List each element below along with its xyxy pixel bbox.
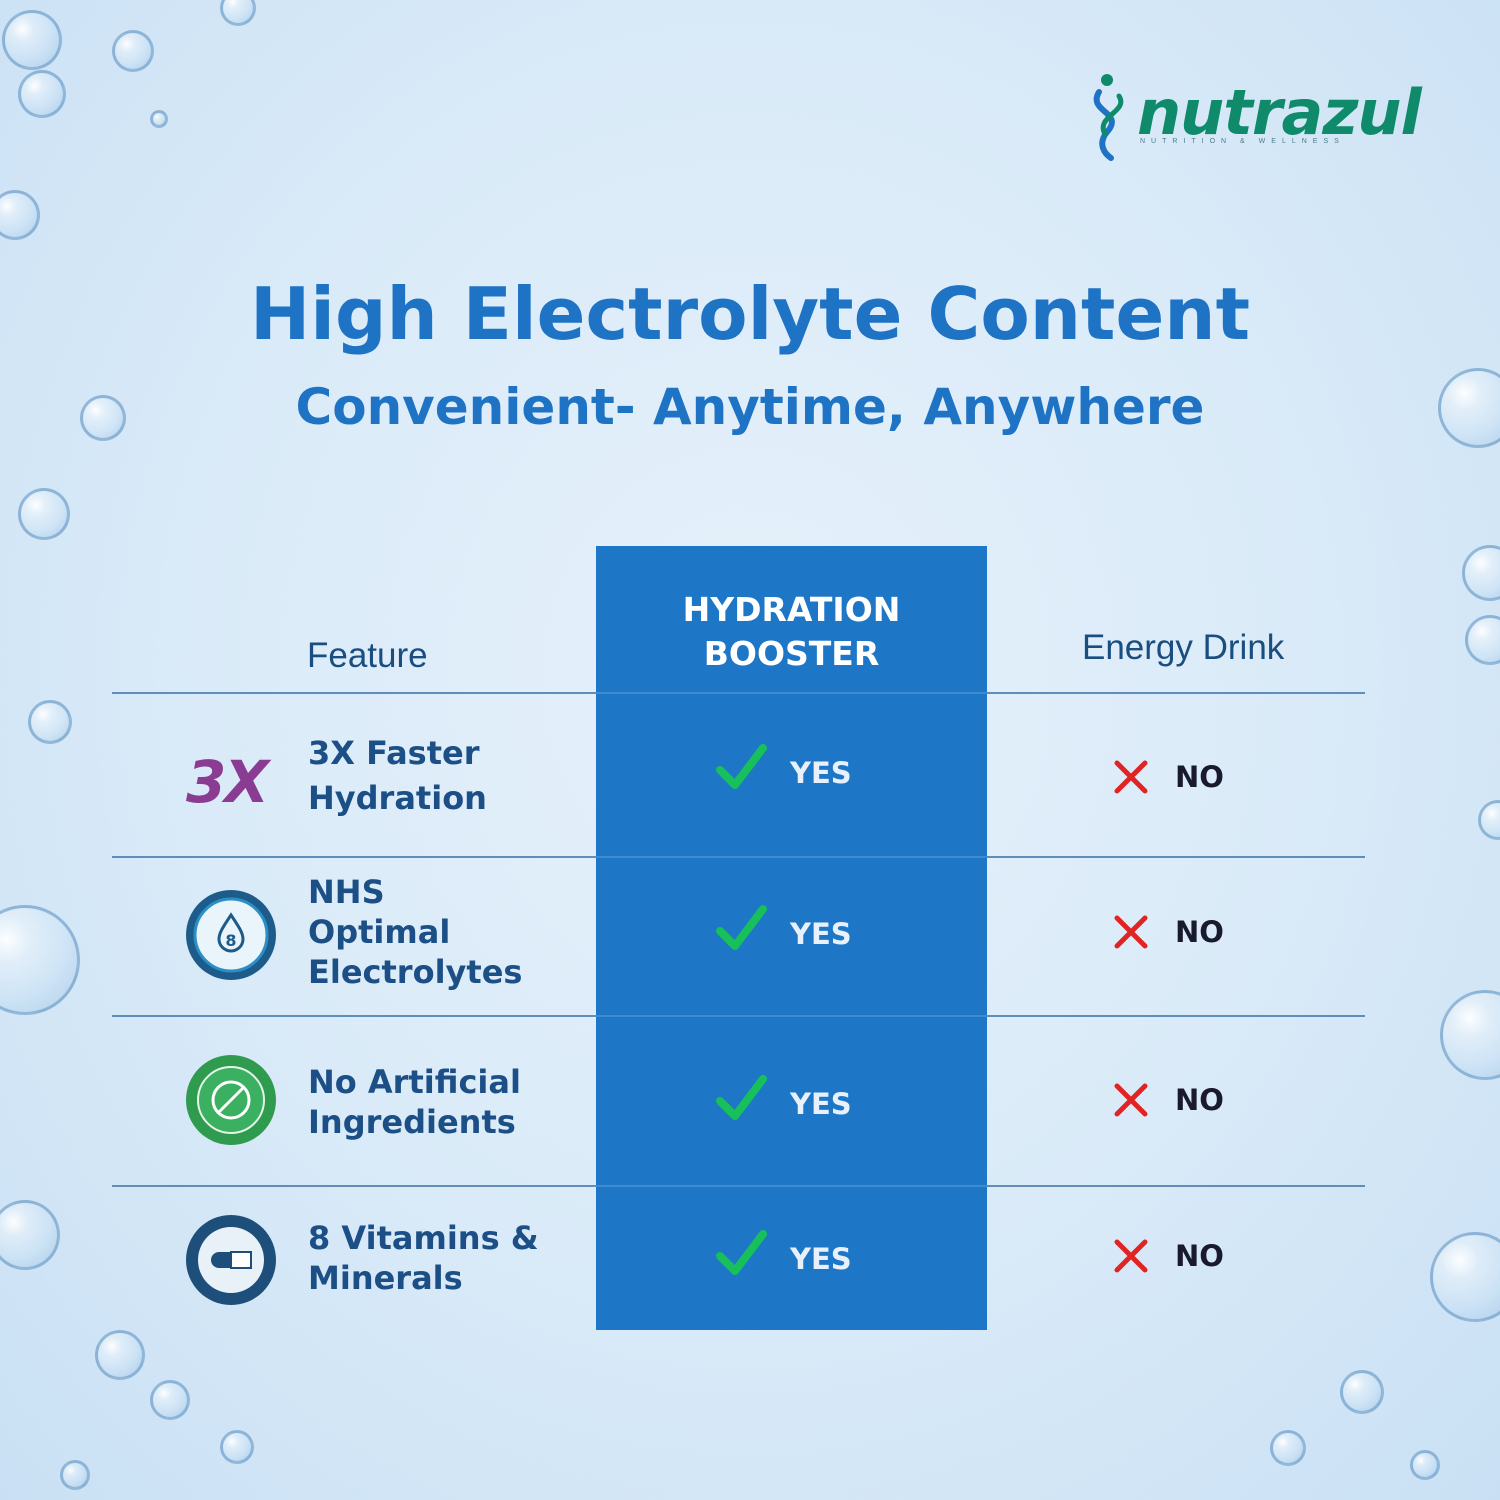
cross-icon [1114,915,1148,949]
no-cell: NO [1112,1237,1252,1287]
bubble [18,488,70,540]
hydration-booster-column [596,546,987,1330]
no-cell: NO [1112,1081,1252,1131]
yes-label: YES [790,917,852,951]
row-divider [112,692,1365,694]
no-label: NO [1175,760,1224,794]
page-subtitle: Convenient- Anytime, Anywhere [295,378,1205,436]
feature-label: 3X Faster Hydration [308,733,487,818]
hydration-booster-header: HYDRATION BOOSTER [596,588,987,676]
bubble [0,1200,60,1270]
checkmark-icon [716,744,767,789]
bubble [150,1380,190,1420]
bubble [60,1460,90,1490]
feature-label-line: Electrolytes [308,953,523,991]
bubble [1340,1370,1384,1414]
bubble [80,395,126,441]
header-line: HYDRATION [682,590,901,629]
feature-label-line: Optimal [308,913,451,951]
row-divider [112,1185,1365,1187]
cross-icon [1114,1239,1148,1273]
cross-icon [1114,1083,1148,1117]
bubble [1478,800,1500,840]
bubble [28,700,72,744]
no-cell: NO [1112,758,1252,808]
row-divider [112,856,1365,858]
bubble [220,1430,254,1464]
bubble [112,30,154,72]
checkmark-icon [716,1075,767,1120]
bubble [150,110,168,128]
feature-label: No Artificial Ingredients [308,1062,521,1142]
bubble [1410,1450,1440,1480]
bubble [1438,368,1500,448]
logo-tagline: NUTRITION & WELLNESS [1140,138,1345,145]
no-cell: NO [1112,913,1252,963]
bubble [1430,1232,1500,1322]
no-label: NO [1175,1239,1224,1273]
brand-logo: nutrazul NUTRITION & WELLNESS [1085,72,1422,162]
3x-badge-icon: 3X [186,748,269,816]
checkmark-icon [716,1230,767,1275]
no-label: NO [1175,915,1224,949]
feature-label-line: Ingredients [308,1103,516,1141]
logo-wordmark: nutrazul [1137,76,1422,149]
yes-label: YES [790,1242,852,1276]
feature-label-line: Minerals [308,1259,463,1297]
yes-cell: YES [715,742,875,802]
feature-label: NHS Optimal Electrolytes [308,872,522,992]
feature-label-line: 3X Faster [308,734,480,772]
bubble [18,70,66,118]
feature-label-line: No Artificial [308,1063,521,1101]
bubble [2,10,62,70]
figure-swirl-icon [1093,74,1124,161]
bubble [1440,990,1500,1080]
yes-label: YES [790,1087,852,1121]
vitamins-minerals-badge-icon [186,1215,276,1305]
energy-drink-column-header: Energy Drink [1082,628,1285,667]
yes-label: YES [790,756,852,790]
feature-column-header: Feature [307,636,428,675]
no-label: NO [1175,1083,1224,1117]
bubble [1270,1430,1306,1466]
header-line: BOOSTER [703,634,880,673]
bubble [1465,615,1500,665]
yes-cell: YES [715,903,875,963]
nhs-electrolytes-badge-icon: 8 [186,890,276,980]
cross-icon [1114,760,1148,794]
bubble [0,190,40,240]
feature-label-line: Hydration [308,779,487,817]
badge-number: 8 [225,931,236,950]
yes-cell: YES [715,1228,875,1288]
bubble [0,905,80,1015]
yes-cell: YES [715,1073,875,1133]
row-divider [112,1015,1365,1017]
feature-label: 8 Vitamins & Minerals [308,1218,539,1298]
no-artificial-ingredients-badge-icon [186,1055,276,1145]
bubble [95,1330,145,1380]
bubble [220,0,256,26]
checkmark-icon [716,905,767,950]
bubble [1462,545,1500,601]
page-title: High Electrolyte Content [250,272,1250,356]
feature-label-line: NHS [308,873,385,911]
feature-label-line: 8 Vitamins & [308,1219,539,1257]
